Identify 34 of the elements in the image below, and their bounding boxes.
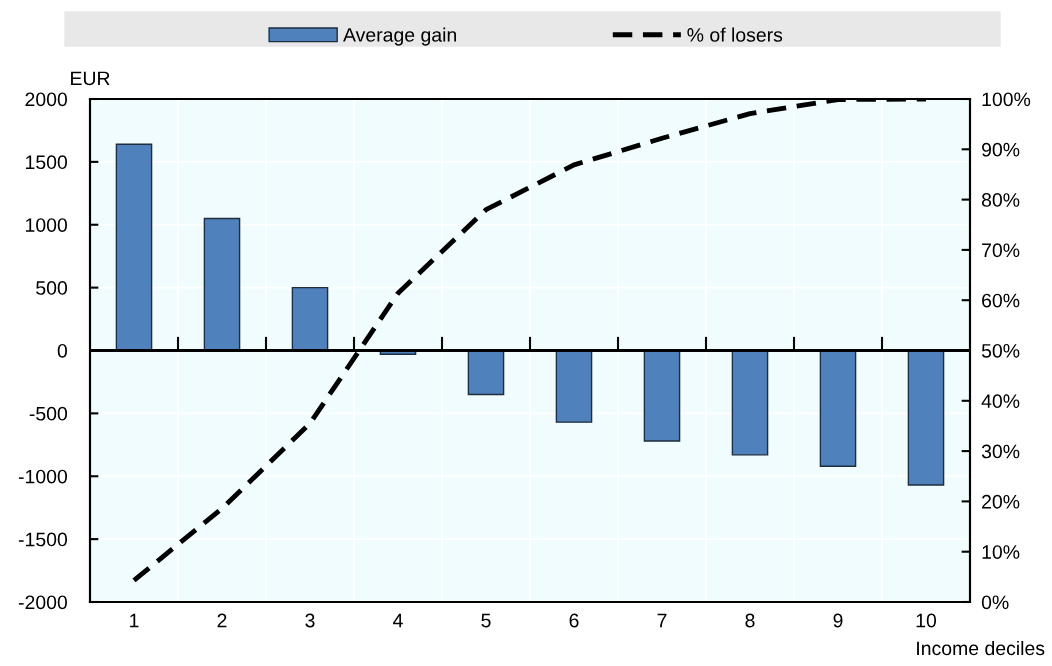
y-tick-label: 0	[57, 343, 68, 358]
y-axis-title: EUR	[71, 71, 110, 86]
y-tick-label: -1000	[18, 469, 68, 484]
y-tick-label: 1000	[26, 218, 68, 232]
y-tick-label: -2000	[18, 595, 68, 610]
x-tick-label: 4	[393, 613, 403, 628]
y2-tick-label: 90%	[982, 142, 1020, 157]
y-tick-label: 1500	[26, 155, 68, 170]
x-tick-label: 1	[130, 613, 139, 628]
x-axis-title: Income deciles	[917, 640, 1045, 656]
y2-tick-label: 20%	[982, 494, 1020, 509]
y2-tick-label: 10%	[982, 545, 1020, 559]
legend-label: % of losers	[687, 27, 783, 42]
x-tick-label: 10	[916, 613, 937, 628]
y2-tick-label: 100%	[982, 92, 1031, 107]
y2-tick-label: 70%	[982, 243, 1020, 258]
y-tick-label: 2000	[25, 92, 68, 107]
y-tick-label: -1500	[18, 532, 68, 547]
y2-tick-label: 50%	[981, 343, 1020, 358]
y-tick-label: 500	[36, 281, 68, 295]
y2-tick-label: 0%	[981, 595, 1009, 610]
x-tick-label: 9	[833, 613, 843, 628]
y2-tick-label: 30%	[981, 444, 1020, 459]
x-tick-label: 5	[481, 613, 491, 628]
y2-tick-label: 60%	[982, 293, 1020, 308]
x-tick-label: 6	[569, 613, 579, 628]
y2-tick-label: 80%	[981, 193, 1020, 207]
legend-label: Average gain	[343, 27, 456, 46]
y-tick-label: -500	[29, 406, 68, 421]
x-tick-label: 3	[305, 613, 315, 628]
y2-tick-label: 40%	[981, 394, 1020, 409]
x-tick-label: 8	[745, 613, 755, 628]
x-tick-label: 7	[657, 613, 667, 628]
x-tick-label: 2	[217, 613, 227, 628]
